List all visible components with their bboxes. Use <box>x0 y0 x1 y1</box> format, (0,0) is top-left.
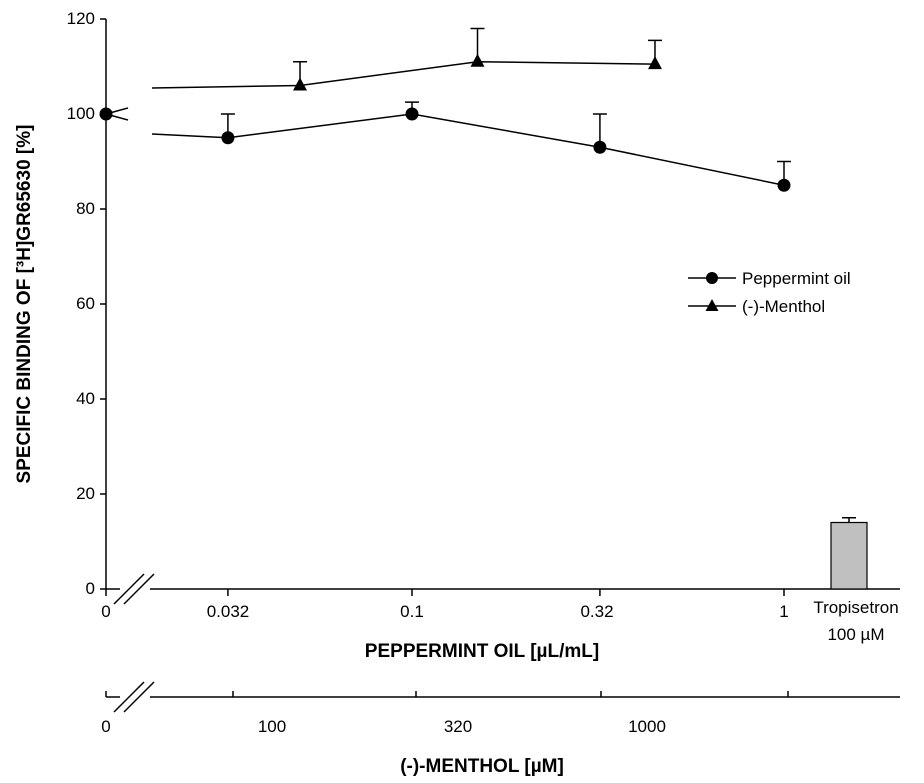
data-point-peppermint <box>405 107 419 121</box>
x-tick-label: 0.032 <box>207 602 250 621</box>
data-point-peppermint <box>777 178 791 192</box>
x-tick-label: 0.32 <box>580 602 613 621</box>
x2-axis-break-mark <box>113 681 145 713</box>
x2-tick-label: 320 <box>444 717 472 736</box>
y-tick-label: 60 <box>76 294 95 313</box>
data-point-peppermint <box>221 131 235 145</box>
x2-tick-label: 100 <box>258 717 286 736</box>
x-tick-label: 1 <box>779 602 788 621</box>
y-tick-label: 100 <box>67 104 95 123</box>
x-tick-label: 0 <box>101 602 110 621</box>
x2-axis-break-mark <box>123 681 155 713</box>
series-menthol <box>105 27 662 115</box>
data-point-menthol <box>470 53 485 67</box>
axes <box>100 18 900 713</box>
tropisetron-bar <box>830 521 868 590</box>
y-tick-label: 0 <box>86 579 95 598</box>
x-tick-label: 0.1 <box>400 602 424 621</box>
y-tick-label: 120 <box>67 9 95 28</box>
x-axis-break-mark <box>123 573 155 605</box>
data-point-menthol <box>293 77 308 91</box>
legend-marker-circle <box>706 272 718 284</box>
bar-label-line2: 100 µM <box>827 625 884 644</box>
data-point-peppermint <box>593 140 607 154</box>
series-peppermint <box>99 101 791 192</box>
series-line-peppermint <box>105 113 785 186</box>
legend-label-peppermint: Peppermint oil <box>742 269 851 288</box>
legend: Peppermint oil (-)-Menthol <box>688 269 851 316</box>
legend-marker-triangle <box>705 299 719 311</box>
tropisetron-bar-group <box>830 517 868 590</box>
x2-tick-label: 0 <box>101 717 110 736</box>
x2-tick-label: 1000 <box>628 717 666 736</box>
legend-label-menthol: (-)-Menthol <box>742 297 825 316</box>
y-tick-labels: 0 20 40 60 80 100 120 <box>67 9 95 598</box>
x2-tick-labels: 0 100 320 1000 <box>101 717 666 736</box>
x-axis-title: PEPPERMINT OIL [µL/mL] <box>365 641 599 662</box>
y-axis-title: SPECIFIC BINDING OF [³H]GR65630 [%] <box>14 125 35 484</box>
series-line-menthol <box>105 60 656 115</box>
x-tick-labels: 0 0.032 0.1 0.32 1 Tropisetron 100 µM <box>101 598 898 644</box>
y-tick-label: 40 <box>76 389 95 408</box>
x-axis-break-mark <box>113 573 145 605</box>
y-tick-label: 80 <box>76 199 95 218</box>
bar-label-line1: Tropisetron <box>813 598 898 617</box>
data-point-menthol <box>647 56 662 70</box>
y-tick-label: 20 <box>76 484 95 503</box>
x2-axis-title: (-)-MENTHOL [µM] <box>400 756 564 777</box>
series-layer <box>99 27 791 192</box>
